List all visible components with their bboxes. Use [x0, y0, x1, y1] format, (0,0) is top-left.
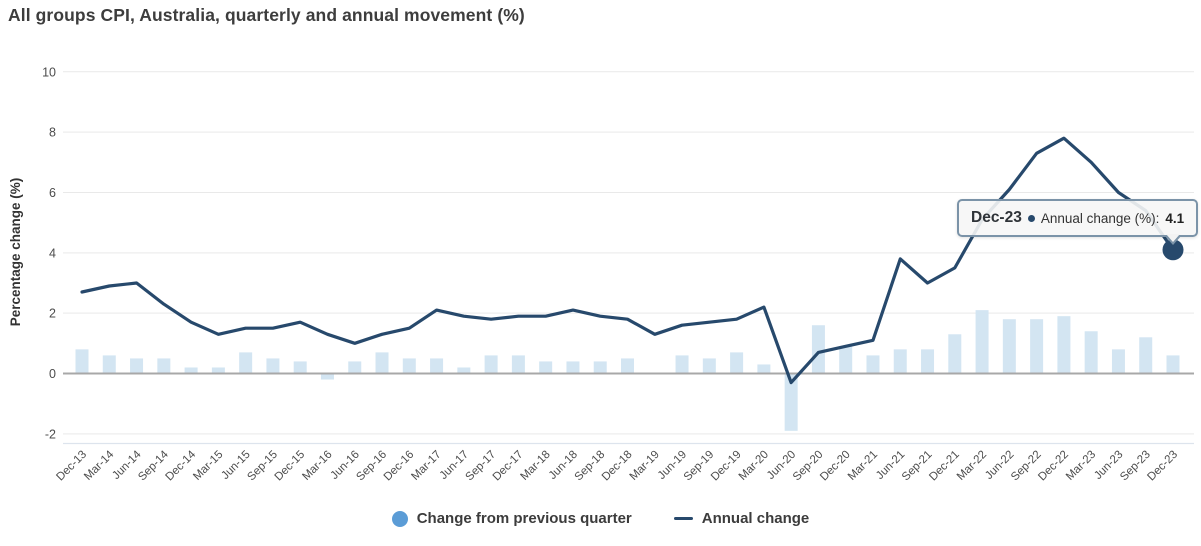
x-tick-label-Dec-21: Dec-21	[927, 449, 962, 484]
bar-Jun-15[interactable]	[239, 352, 253, 374]
y-tick-label: -2	[45, 427, 56, 441]
bar-Dec-14[interactable]	[184, 367, 198, 374]
x-tick-label-Mar-17: Mar-17	[409, 449, 443, 483]
x-tick-label-Mar-18: Mar-18	[519, 449, 553, 483]
bar-Mar-18[interactable]	[539, 361, 553, 374]
legend: Change from previous quarter Annual chan…	[0, 510, 1201, 527]
bullet-icon	[1027, 214, 1035, 222]
bar-Jun-20[interactable]	[784, 373, 798, 431]
line-marker-icon	[673, 516, 693, 521]
tooltip-series-label: Annual change (%):	[1040, 210, 1160, 226]
bar-Sep-23[interactable]	[1139, 337, 1153, 374]
legend-item-annual-change[interactable]: Annual change	[673, 510, 810, 527]
legend-label-annual: Annual change	[701, 510, 810, 527]
bar-Dec-19[interactable]	[730, 352, 744, 374]
bar-Mar-22[interactable]	[975, 310, 989, 374]
bar-Jun-22[interactable]	[1002, 319, 1016, 374]
x-tick-label-Mar-23: Mar-23	[1064, 449, 1098, 483]
bar-Dec-21[interactable]	[948, 334, 962, 374]
chart-title: All groups CPI, Australia, quarterly and…	[8, 5, 525, 25]
x-tick-label-Dec-20: Dec-20	[818, 449, 853, 484]
x-tick-label-Dec-16: Dec-16	[382, 449, 417, 484]
x-tick-label-Mar-14: Mar-14	[82, 448, 117, 483]
y-tick-label: 4	[49, 246, 56, 260]
x-tick-label-Mar-16: Mar-16	[300, 449, 334, 483]
bar-Sep-16[interactable]	[375, 352, 389, 374]
bar-Jun-17[interactable]	[457, 367, 471, 374]
bar-Sep-14[interactable]	[157, 358, 171, 374]
x-tick-label-Mar-20: Mar-20	[737, 449, 771, 483]
x-tick-label-Mar-22: Mar-22	[955, 449, 989, 483]
bar-Sep-17[interactable]	[484, 355, 498, 374]
bar-Mar-17[interactable]	[430, 358, 444, 374]
bar-Sep-21[interactable]	[921, 349, 935, 374]
bar-Sep-20[interactable]	[811, 325, 825, 374]
x-tick-label-Mar-15: Mar-15	[191, 449, 225, 483]
bar-Mar-23[interactable]	[1084, 331, 1098, 374]
x-tick-label-Dec-19: Dec-19	[709, 449, 744, 484]
bar-Mar-15[interactable]	[211, 367, 225, 374]
x-tick-label-Dec-23: Dec-23	[1145, 449, 1180, 484]
x-tick-label-Mar-21: Mar-21	[846, 449, 880, 483]
y-tick-label: 0	[49, 367, 56, 381]
tooltip-pointer-fill	[1166, 234, 1181, 242]
bar-Mar-21[interactable]	[866, 355, 880, 374]
x-tick-label-Dec-18: Dec-18	[600, 449, 635, 484]
legend-item-quarterly-change[interactable]: Change from previous quarter	[391, 510, 632, 527]
bar-Jun-14[interactable]	[130, 358, 144, 374]
bar-Dec-13[interactable]	[75, 349, 89, 374]
bar-Jun-23[interactable]	[1111, 349, 1125, 374]
y-axis-title: Percentage change (%)	[8, 178, 23, 327]
bar-Mar-14[interactable]	[102, 355, 116, 374]
bar-Mar-16[interactable]	[320, 373, 334, 380]
bar-Sep-22[interactable]	[1030, 319, 1044, 374]
bar-Jun-16[interactable]	[348, 361, 362, 374]
bar-Jun-19[interactable]	[675, 355, 689, 374]
bar-Dec-22[interactable]	[1057, 316, 1071, 374]
bar-Dec-20[interactable]	[839, 346, 853, 374]
bar-Jun-18[interactable]	[566, 361, 580, 374]
bar-Dec-17[interactable]	[511, 355, 525, 374]
x-tick-label-Dec-15: Dec-15	[273, 449, 308, 484]
bar-Dec-23[interactable]	[1166, 355, 1180, 374]
bar-Jun-21[interactable]	[893, 349, 907, 374]
legend-label-quarterly: Change from previous quarter	[416, 510, 632, 527]
x-tick-label-Dec-17: Dec-17	[491, 449, 526, 484]
tooltip-category: Dec-23	[971, 209, 1022, 226]
x-tick-label-Dec-14: Dec-14	[164, 448, 199, 483]
y-tick-label: 10	[42, 65, 56, 79]
bar-Sep-18[interactable]	[593, 361, 607, 374]
x-tick-label-Dec-22: Dec-22	[1036, 449, 1071, 484]
bar-Mar-20[interactable]	[757, 364, 771, 374]
circle-marker-icon	[391, 510, 408, 527]
tooltip-value: 4.1	[1165, 210, 1185, 226]
tooltip: Dec-23 Annual change (%): 4.1	[957, 199, 1199, 245]
y-tick-label: 8	[49, 126, 56, 140]
x-tick-label-Mar-19: Mar-19	[628, 449, 662, 483]
y-tick-label: 2	[49, 307, 56, 321]
y-tick-label: 6	[49, 186, 56, 200]
bar-Sep-15[interactable]	[266, 358, 280, 374]
bar-Dec-16[interactable]	[402, 358, 416, 374]
x-tick-label-Dec-13: Dec-13	[54, 449, 89, 484]
bar-Dec-18[interactable]	[621, 358, 634, 374]
bar-Dec-15[interactable]	[293, 361, 307, 374]
bar-Sep-19[interactable]	[702, 358, 716, 374]
